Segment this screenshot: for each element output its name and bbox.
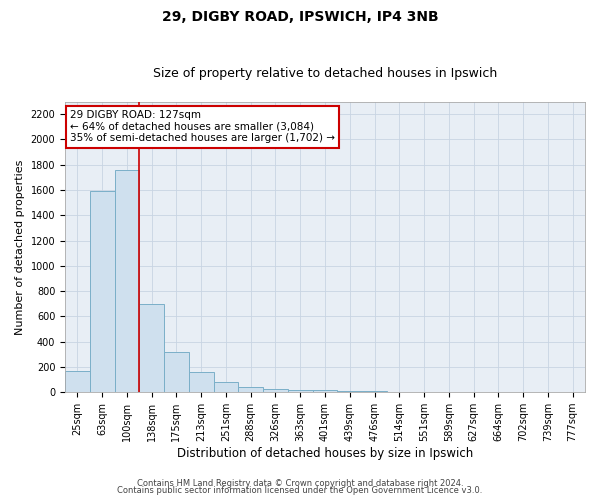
Text: Contains HM Land Registry data © Crown copyright and database right 2024.: Contains HM Land Registry data © Crown c… (137, 478, 463, 488)
Bar (214, 382, 238, 392)
Bar (263, 389, 288, 392)
Text: Contains public sector information licensed under the Open Government Licence v3: Contains public sector information licen… (118, 486, 482, 495)
Bar (238, 386, 263, 392)
Bar (115, 170, 139, 392)
Bar (189, 372, 214, 392)
Bar (139, 304, 164, 392)
Bar (65, 370, 90, 392)
Y-axis label: Number of detached properties: Number of detached properties (15, 159, 25, 334)
Bar (90, 191, 115, 392)
Bar (362, 391, 387, 392)
Title: Size of property relative to detached houses in Ipswich: Size of property relative to detached ho… (153, 66, 497, 80)
Bar (337, 391, 362, 392)
Text: 29 DIGBY ROAD: 127sqm
← 64% of detached houses are smaller (3,084)
35% of semi-d: 29 DIGBY ROAD: 127sqm ← 64% of detached … (70, 110, 335, 144)
Bar (313, 390, 337, 392)
Bar (288, 390, 313, 392)
X-axis label: Distribution of detached houses by size in Ipswich: Distribution of detached houses by size … (177, 447, 473, 460)
Bar (164, 352, 189, 392)
Text: 29, DIGBY ROAD, IPSWICH, IP4 3NB: 29, DIGBY ROAD, IPSWICH, IP4 3NB (161, 10, 439, 24)
